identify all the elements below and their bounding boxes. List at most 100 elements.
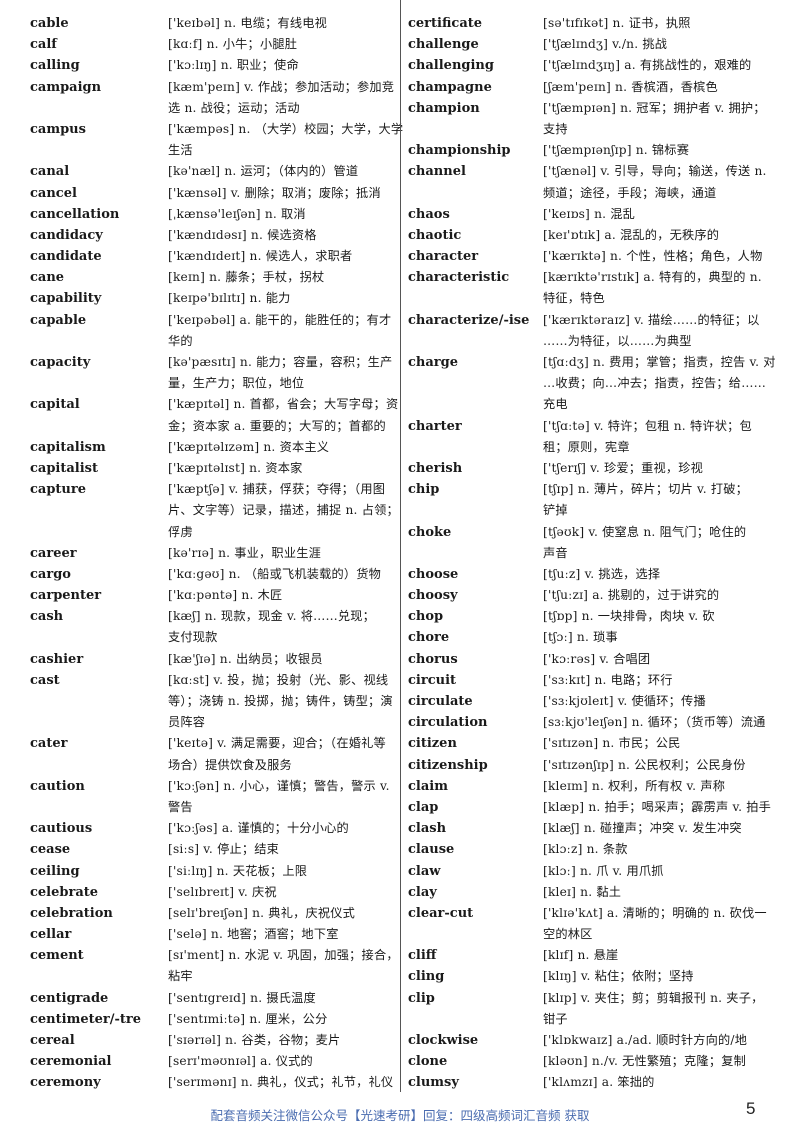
vocab-entry: capacity [kə'pæsɪtɪ] n. 能力；容量，容积；生产 量，生产力；… bbox=[30, 352, 398, 394]
entry-word: clause bbox=[408, 842, 455, 858]
vocab-entry: circulation [sɜːkjʊ'leɪʃən] n. 循环；（货币等）流通 bbox=[408, 712, 793, 733]
definition-line: [serɪ'məʊnɪəl] a. 仪式的 bbox=[168, 1054, 313, 1069]
entry-word: chip bbox=[408, 482, 440, 498]
vocab-entry: characteristic [kærɪktə'rɪstɪk] a. 特有的，典型… bbox=[408, 267, 793, 309]
entry-word: canal bbox=[30, 164, 70, 180]
entry-definition: ['kæmpəs] n. （大学）校园；大学，大学 生活 bbox=[168, 119, 403, 161]
definition-line: 频道；途径，手段；海峡，通道 bbox=[543, 185, 717, 200]
entry-definition: [tʃɪp] n. 薄片，碎片；切片 v. 打破； 铲掉 bbox=[543, 479, 793, 521]
definition-line: [siːs] v. 停止；结束 bbox=[168, 842, 280, 857]
entry-definition: ['sɪtɪzən] n. 市民；公民 bbox=[543, 733, 793, 754]
definition-line: [kleɪm] n. 权利，所有权 v. 声称 bbox=[543, 778, 726, 793]
definition-line: [klɔː] n. 爪 v. 用爪抓 bbox=[543, 863, 664, 878]
vocab-entry: circuit ['sɜːkɪt] n. 电路；环行 bbox=[408, 670, 793, 691]
definition-line: ['kændɪdeɪt] n. 候选人，求职者 bbox=[168, 249, 353, 264]
entry-definition: [kə'pæsɪtɪ] n. 能力；容量，容积；生产 量，生产力；职位，地位 bbox=[168, 352, 398, 394]
entry-word: chorus bbox=[408, 651, 458, 667]
vocab-entry: cellar ['selə] n. 地窖；酒窖；地下室 bbox=[30, 924, 398, 945]
vocab-entry: challenging ['tʃælɪndʒɪŋ] a. 有挑战性的，艰难的 bbox=[408, 55, 793, 76]
definition-line: [sɜːkjʊ'leɪʃən] n. 循环；（货币等）流通 bbox=[543, 715, 766, 730]
entry-word: citizenship bbox=[408, 757, 488, 773]
entry-word: charter bbox=[408, 418, 462, 434]
entry-word: chore bbox=[408, 630, 450, 646]
entry-word: capital bbox=[30, 397, 80, 413]
entry-word: clockwise bbox=[408, 1033, 479, 1048]
definition-line: ['sɪtɪzən] n. 市民；公民 bbox=[543, 736, 681, 751]
definition-line: ['klʌmzɪ] a. 笨拙的 bbox=[543, 1075, 655, 1090]
entry-word: cane bbox=[30, 270, 65, 286]
vocab-entry: carpenter ['kɑːpəntə] n. 木匠 bbox=[30, 585, 398, 606]
vocab-entry: campaign [kæm'peɪn] v. 作战；参加活动；参加竞选 n. 战役… bbox=[30, 77, 398, 119]
definition-line: [tʃɒp] n. 一块排骨，肉块 v. 砍 bbox=[543, 609, 715, 624]
definition-line: ['kɔːrəs] v. 合唱团 bbox=[543, 651, 651, 666]
entry-word: calling bbox=[30, 58, 80, 74]
vocab-entry: clone [kləʊn] n./v. 无性繁殖；克隆；复制 bbox=[408, 1051, 793, 1072]
definition-line: ['tʃænəl] v. 引导，导向；输送，传送 n. bbox=[543, 164, 767, 179]
vocab-entry: ceremony ['serɪmənɪ] n. 典礼，仪式；礼节，礼仪 bbox=[30, 1072, 398, 1093]
definition-line: 警告 bbox=[168, 799, 193, 814]
entry-definition: [kæ'ʃɪə] n. 出纳员；收银员 bbox=[168, 649, 398, 670]
entry-word: clash bbox=[408, 821, 447, 837]
entry-word: clumsy bbox=[408, 1075, 459, 1091]
entry-definition: ['klɪə'kʌt] a. 清晰的；明确的 n. 砍伐一 空的林区 bbox=[543, 903, 793, 945]
vocab-entry: character ['kærɪktə] n. 个性，性格；角色，人物 bbox=[408, 246, 793, 267]
entry-definition: ['kɑːgəʊ] n. （船或飞机装载的）货物 bbox=[168, 564, 398, 585]
vocab-entry: cement [sɪ'ment] n. 水泥 v. 巩固，加强；接合， 粘牢 bbox=[30, 945, 399, 987]
entry-definition: ['sɪərɪəl] n. 谷类，谷物；麦片 bbox=[168, 1030, 398, 1051]
vocab-entry: cliff [klɪf] n. 悬崖 bbox=[408, 945, 793, 966]
entry-definition: [siːs] v. 停止；结束 bbox=[168, 839, 398, 860]
definition-line: [kləʊn] n./v. 无性繁殖；克隆；复制 bbox=[543, 1054, 746, 1069]
definition-line: ['keɪbəl] n. 电缆；有线电视 bbox=[168, 16, 328, 30]
vocab-entry: citizen ['sɪtɪzən] n. 市民；公民 bbox=[408, 733, 793, 754]
vocab-entry: capitalism ['kæpɪtəlɪzəm] n. 资本主义 bbox=[30, 437, 398, 458]
definition-line: [keɪn] n. 藤条；手杖，拐杖 bbox=[168, 270, 325, 285]
entry-definition: ['kæpɪtəlɪzəm] n. 资本主义 bbox=[168, 437, 398, 458]
definition-line: ['kæpɪtəl] n. 首都，省会；大写字母；资 bbox=[168, 397, 399, 412]
entry-word: cancellation bbox=[30, 206, 120, 222]
vocab-entry: capitalist ['kæpɪtəlɪst] n. 资本家 bbox=[30, 458, 398, 479]
definition-line: 充电 bbox=[543, 397, 568, 412]
entry-word: channel bbox=[408, 164, 466, 180]
definition-line: ['kærɪktə] n. 个性，性格；角色，人物 bbox=[543, 249, 763, 264]
entry-word: circuit bbox=[408, 672, 457, 688]
entry-word: capitalism bbox=[30, 439, 106, 455]
definition-line: …收费；向…冲去；指责，控告；给…… bbox=[543, 376, 766, 391]
vocab-entry: charge [tʃɑːdʒ] n. 费用；掌管；指责，控告 v. 对 …收费；向…… bbox=[408, 352, 793, 416]
vocab-entry: clap [klæp] n. 拍手；喝采声；霹雳声 v. 拍手 bbox=[408, 797, 793, 818]
entry-word: character bbox=[408, 249, 479, 265]
right-column: certificate [sə'tɪfɪkət] n. 证书，执照 challeng… bbox=[408, 13, 793, 1094]
definition-line: [klɪp] v. 夹住；剪；剪辑报刊 n. 夹子， bbox=[543, 990, 764, 1005]
definition-line: ['selə] n. 地窖；酒窖；地下室 bbox=[168, 927, 339, 942]
entry-definition: ['siːlɪŋ] n. 天花板；上限 bbox=[168, 861, 398, 882]
definition-line: ['tʃælɪndʒɪŋ] a. 有挑战性的，艰难的 bbox=[543, 58, 752, 73]
definition-line: ['tʃerɪʃ] v. 珍爱；重视，珍视 bbox=[543, 460, 704, 475]
vocab-entry: challenge ['tʃælɪndʒ] v./n. 挑战 bbox=[408, 34, 793, 55]
entry-word: celebration bbox=[30, 905, 113, 921]
entry-word: centimeter/-tre bbox=[30, 1011, 142, 1027]
entry-word: circulate bbox=[408, 694, 473, 709]
entry-definition: [klɪŋ] v. 粘住；依附；坚持 bbox=[543, 966, 793, 987]
definition-line: 租；原则，宪章 bbox=[543, 439, 630, 454]
definition-line: [klæʃ] n. 碰撞声；冲突 v. 发生冲突 bbox=[543, 821, 742, 836]
definition-line: [kærɪktə'rɪstɪk] a. 特有的，典型的 n. bbox=[543, 270, 762, 285]
vocab-entry: celebration [selɪ'breɪʃən] n. 典礼，庆祝仪式 bbox=[30, 903, 398, 924]
definition-line: ['kæptʃə] v. 捕获，俘获；夺得；（用图 bbox=[168, 482, 386, 497]
entry-word: charge bbox=[408, 355, 459, 370]
definition-line: ['kɔːʃən] n. 小心，谨慎；警告，警示 v. bbox=[168, 778, 390, 793]
definition-line: 片、文字等）记录，描述，捕捉 n. 占领； bbox=[168, 503, 399, 518]
entry-definition: [tʃɒp] n. 一块排骨，肉块 v. 砍 bbox=[543, 606, 793, 627]
entry-word: cereal bbox=[30, 1033, 75, 1048]
definition-line: 等）；浇铸 n. 投掷，抛；铸件，铸型；演 bbox=[168, 694, 393, 708]
definition-line: [keɪpə'bɪlɪtɪ] n. 能力 bbox=[168, 291, 291, 306]
entry-word: citizen bbox=[408, 736, 457, 752]
entry-definition: ['tʃælɪndʒɪŋ] a. 有挑战性的，艰难的 bbox=[543, 55, 793, 76]
entry-word: choosy bbox=[408, 588, 458, 604]
definition-line: ['selɪbreɪt] v. 庆祝 bbox=[168, 884, 277, 899]
vocab-entry: cargo ['kɑːgəʊ] n. （船或飞机装载的）货物 bbox=[30, 564, 398, 585]
vocab-entry: certificate [sə'tɪfɪkət] n. 证书，执照 bbox=[408, 13, 793, 34]
entry-word: chaos bbox=[408, 206, 450, 222]
vocab-entry: clip [klɪp] v. 夹住；剪；剪辑报刊 n. 夹子， 钳子 bbox=[408, 988, 793, 1030]
entry-definition: [kærɪktə'rɪstɪk] a. 特有的，典型的 n. 特征，特色 bbox=[543, 267, 793, 309]
entry-word: claw bbox=[408, 863, 441, 879]
definition-line: ['kæpɪtəlɪst] n. 资本家 bbox=[168, 460, 303, 475]
